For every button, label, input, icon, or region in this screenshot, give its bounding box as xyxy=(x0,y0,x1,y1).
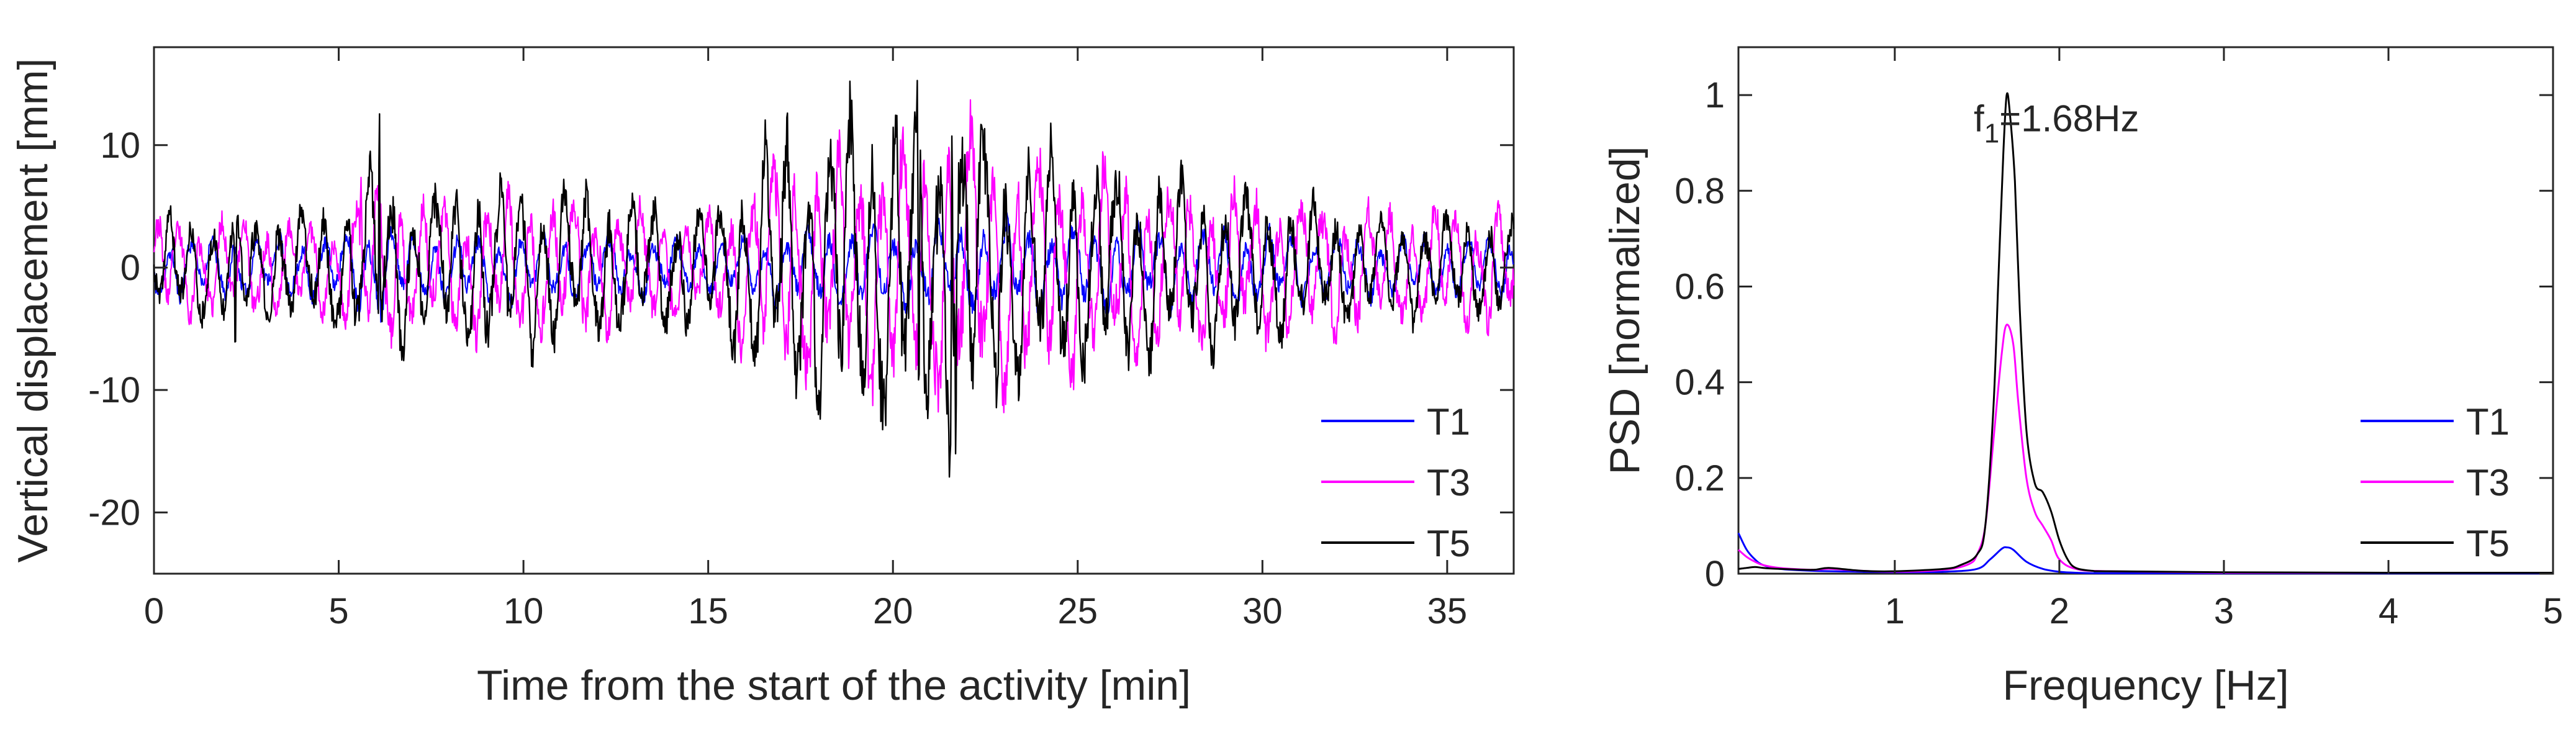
psd-x-tick-label: 5 xyxy=(2543,591,2563,631)
displacement-y-axis-label: Vertical displacement [mm] xyxy=(9,58,56,563)
psd-y-tick-label: 0 xyxy=(1705,554,1725,594)
peak-annotation-text: =1.68Hz xyxy=(1999,98,2139,140)
displacement-y-tick-label: -20 xyxy=(88,492,140,533)
psd-y-tick-label: 0.2 xyxy=(1674,458,1725,499)
displacement-y-tick-label: 0 xyxy=(120,248,140,288)
psd-ticks-group: 1 2 3 4 5 0 0.2 0.4 0.6 0.8 1 xyxy=(1674,47,2563,631)
displacement-y-tick-label: 10 xyxy=(100,125,140,166)
psd-legend-label-t3: T3 xyxy=(2466,462,2510,504)
psd-x-tick-label: 1 xyxy=(1885,591,1905,631)
displacement-x-axis-label: Time from the start of the activity [min… xyxy=(477,662,1191,709)
psd-y-tick-label: 1 xyxy=(1705,75,1725,115)
psd-chart: 1 2 3 4 500.20.40.60.81 f1=1.68Hz Frequency … xyxy=(1601,46,2563,709)
displacement-chart: 0 5 10 15 20 25 30 35 -20 -10 0 10 Time from the st… xyxy=(9,46,1515,709)
psd-y-tick-label: 0.4 xyxy=(1674,363,1725,403)
peak-annotation-base: f xyxy=(1974,98,1984,140)
peak-annotation-subscript: 1 xyxy=(1984,119,1999,149)
psd-y-axis-label: PSD [normalized] xyxy=(1601,146,1648,474)
psd-plot-area xyxy=(1737,46,2554,575)
psd-y-tick-label: 0.6 xyxy=(1674,266,1725,307)
psd-series-t5 xyxy=(1738,92,2554,574)
displacement-series-t5 xyxy=(153,79,1515,478)
displacement-legend: T1 T3 T5 xyxy=(1321,401,1470,564)
displacement-ticks-group: 0 5 10 15 20 25 30 35 -20 -10 0 10 xyxy=(88,47,1514,631)
displacement-x-tick-label: 15 xyxy=(688,591,728,631)
displacement-x-tick-label: 5 xyxy=(328,591,348,631)
displacement-legend-label-t1: T1 xyxy=(1427,401,1470,443)
psd-x-tick-label: 3 xyxy=(2214,591,2234,631)
psd-series-group xyxy=(1737,92,2554,574)
peak-frequency-annotation: f1=1.68Hz xyxy=(1974,98,2139,149)
psd-x-axis-label: Frequency [Hz] xyxy=(2002,662,2289,709)
displacement-legend-label-t3: T3 xyxy=(1427,462,1470,504)
psd-legend-label-t1: T1 xyxy=(2466,401,2510,443)
displacement-legend-label-t5: T5 xyxy=(1427,523,1470,564)
psd-legend: T1 T3 T5 xyxy=(2361,401,2510,564)
psd-y-tick-label: 0.8 xyxy=(1674,171,1725,211)
psd-x-tick-label: 4 xyxy=(2379,591,2398,631)
psd-legend-label-t5: T5 xyxy=(2466,523,2510,564)
displacement-x-tick-label: 35 xyxy=(1427,591,1468,631)
displacement-x-tick-label: 20 xyxy=(873,591,913,631)
displacement-x-tick-label: 30 xyxy=(1242,591,1283,631)
displacement-y-tick-label: -10 xyxy=(88,370,140,410)
displacement-series-group xyxy=(153,79,1515,478)
displacement-x-tick-label: 25 xyxy=(1058,591,1098,631)
psd-x-tick-label: 2 xyxy=(2050,591,2069,631)
displacement-x-tick-label: 10 xyxy=(504,591,544,631)
displacement-x-tick-label: 0 xyxy=(144,591,164,631)
